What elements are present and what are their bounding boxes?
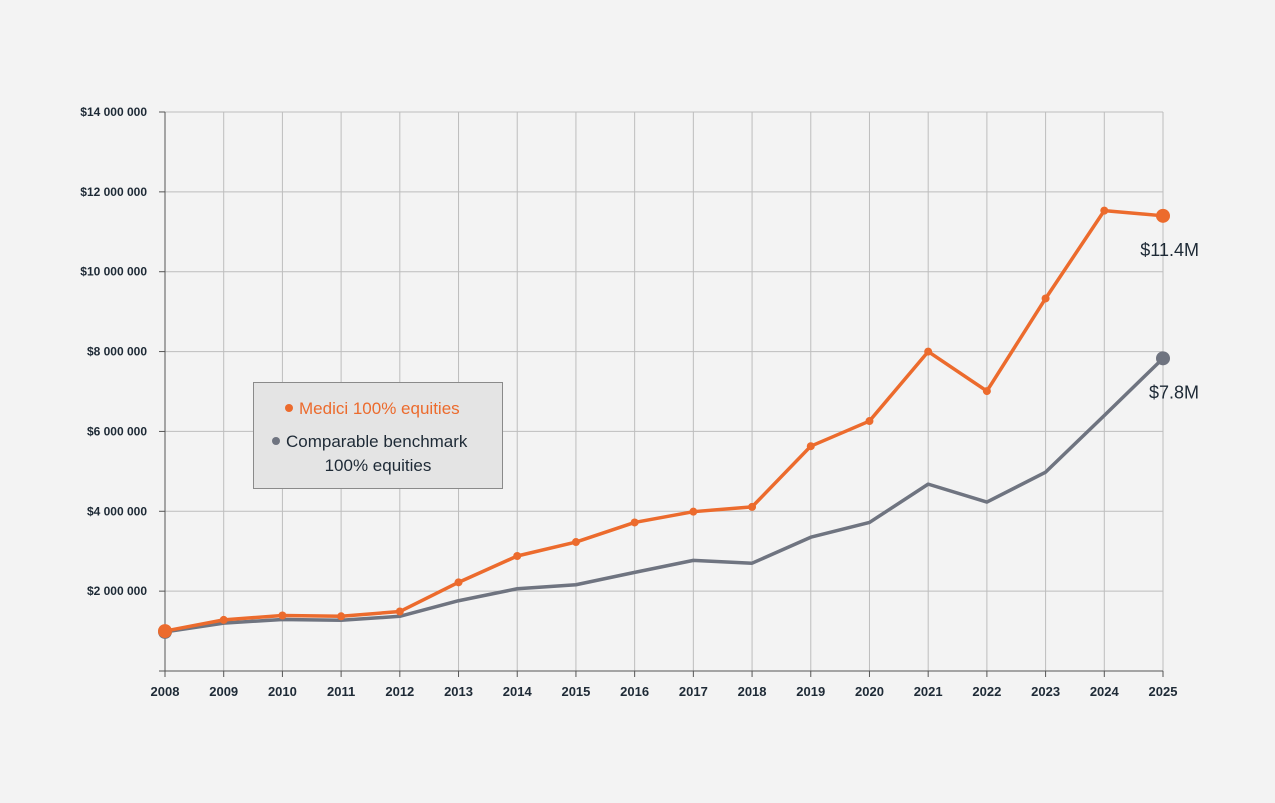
data-point-medici <box>454 578 463 587</box>
end-label-medici: $11.4M <box>1140 240 1199 260</box>
data-point-medici <box>278 611 287 620</box>
data-point-medici <box>395 607 404 616</box>
data-point-medici <box>571 538 580 547</box>
x-tick-label: 2014 <box>503 684 533 699</box>
y-tick-label: $6 000 000 <box>87 424 147 438</box>
legend-marker-medici <box>285 404 293 412</box>
y-tick-label: $14 000 000 <box>80 105 147 119</box>
x-tick-label: 2023 <box>1031 684 1060 699</box>
y-tick-label: $12 000 000 <box>80 185 147 199</box>
legend-label-medici: Medici 100% equities <box>299 399 460 418</box>
data-point-medici <box>689 507 698 516</box>
x-tick-label: 2012 <box>385 684 414 699</box>
x-tick-label: 2025 <box>1149 684 1178 699</box>
x-axis-ticks: 2008 2009 2010 2011 2012 2013 2014 2015 2016 2017… <box>151 671 1178 699</box>
legend-box <box>253 382 503 489</box>
data-point-medici <box>337 612 346 621</box>
series-line-benchmark <box>163 356 1165 634</box>
data-point-medici <box>924 347 933 356</box>
data-point-medici <box>219 615 228 624</box>
legend-label-benchmark-line2: 100% equities <box>325 456 432 475</box>
x-tick-label: 2013 <box>444 684 473 699</box>
legend-marker-benchmark <box>272 437 280 445</box>
x-tick-label: 2018 <box>738 684 767 699</box>
x-tick-label: 2021 <box>914 684 943 699</box>
data-point-medici <box>513 552 522 561</box>
x-tick-label: 2010 <box>268 684 297 699</box>
end-labels: $7.8M $11.4M <box>1140 240 1199 403</box>
data-point-medici <box>1041 294 1050 303</box>
series-layer <box>158 206 1170 639</box>
data-point-benchmark <box>1156 351 1170 366</box>
data-point-medici <box>158 624 172 639</box>
x-tick-label: 2020 <box>855 684 884 699</box>
y-tick-label: $2 000 000 <box>87 584 147 598</box>
data-point-medici <box>1156 208 1170 223</box>
x-tick-label: 2016 <box>620 684 649 699</box>
y-tick-label: $8 000 000 <box>87 345 147 359</box>
x-tick-label: 2024 <box>1090 684 1120 699</box>
series-line-medici <box>163 208 1165 633</box>
legend-label-benchmark-line1: Comparable benchmark <box>286 432 468 451</box>
x-tick-label: 2019 <box>796 684 825 699</box>
data-point-medici <box>748 502 757 511</box>
data-point-medici <box>982 387 991 396</box>
data-point-medici <box>806 442 815 451</box>
x-tick-label: 2008 <box>151 684 180 699</box>
y-tick-label: $4 000 000 <box>87 504 147 518</box>
x-tick-label: 2015 <box>561 684 590 699</box>
legend: Medici 100% equities Comparable benchmar… <box>253 382 503 489</box>
end-label-benchmark: $7.8M <box>1149 382 1199 402</box>
x-tick-label: 2017 <box>679 684 708 699</box>
data-point-medici <box>630 518 639 527</box>
x-tick-label: 2011 <box>327 684 355 699</box>
data-point-medici <box>1100 206 1109 215</box>
y-axis-ticks: $2 000 000 $4 000 000 $6 000 000 $8 000 000… <box>80 105 165 672</box>
data-point-medici <box>865 417 874 426</box>
x-tick-label: 2022 <box>972 684 1001 699</box>
y-tick-label: $10 000 000 <box>80 265 147 279</box>
x-tick-label: 2009 <box>209 684 238 699</box>
